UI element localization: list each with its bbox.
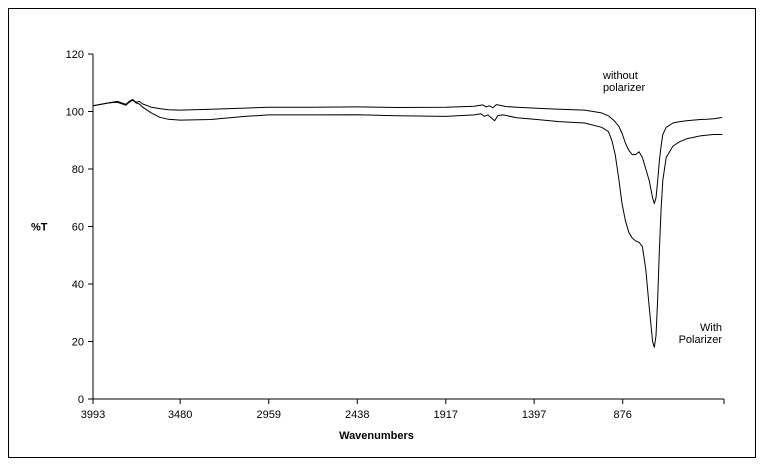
y-tick-label: 0: [78, 394, 84, 406]
axes: [92, 54, 724, 400]
y-tick-labels: 0 20 40 60 80 100 120: [66, 49, 84, 406]
y-tick-label: 100: [66, 107, 84, 119]
series-line-1: [92, 99, 723, 348]
x-tick-label: 2438: [345, 409, 369, 421]
x-tick-label: 876: [614, 409, 632, 421]
y-tick-label: 120: [66, 49, 84, 61]
series-annotations: without polarizer With Polarizer: [602, 70, 722, 346]
series-line-0: [92, 98, 723, 204]
ir-spectrum-chart: 0 20 40 60 80 100 120 3993 3480 2959 2438 1917 1397…: [31, 49, 725, 442]
series-annotation-1: With Polarizer: [679, 322, 723, 346]
chart-frame: 0 20 40 60 80 100 120 3993 3480 2959 2438 1917 1397…: [8, 8, 756, 458]
x-tick-label: 1917: [434, 409, 458, 421]
x-axis-title: Wavenumbers: [339, 430, 414, 442]
x-tick-label: 3480: [168, 409, 192, 421]
x-tick-label: 2959: [256, 409, 280, 421]
tick-marks: [88, 53, 725, 404]
x-tick-labels: 3993 3480 2959 2438 1917 1397 876: [81, 409, 632, 421]
x-tick-label: 1397: [522, 409, 546, 421]
y-tick-label: 60: [72, 222, 84, 234]
y-axis-title: %T: [31, 222, 48, 234]
y-tick-label: 80: [72, 164, 84, 176]
y-tick-label: 40: [72, 279, 84, 291]
y-tick-label: 20: [72, 337, 84, 349]
x-tick-label: 3993: [81, 409, 105, 421]
series-lines: [92, 98, 723, 348]
series-annotation-0: without polarizer: [602, 70, 646, 94]
